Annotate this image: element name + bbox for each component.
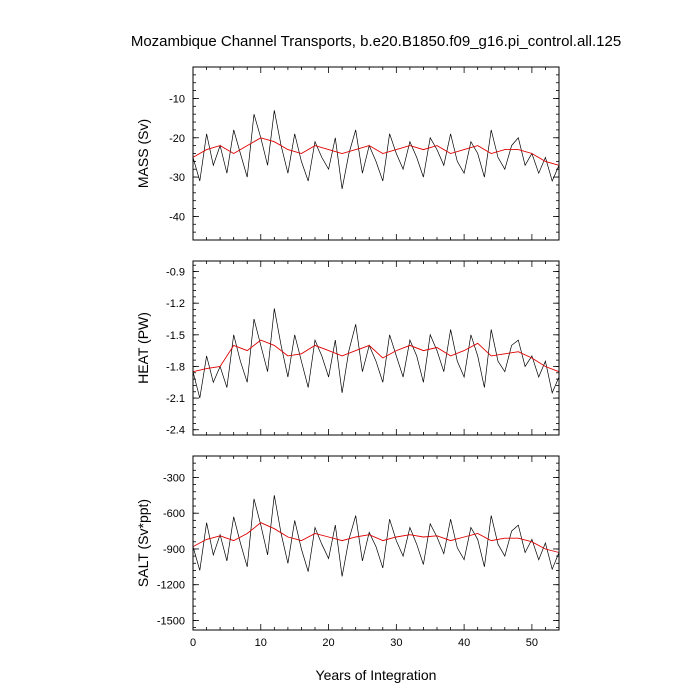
y-tick-label: -0.9 bbox=[166, 267, 185, 279]
x-tick-label: 50 bbox=[526, 637, 538, 649]
y-axis-title: SALT (Sv*ppt) bbox=[135, 499, 151, 587]
y-tick-label: -30 bbox=[169, 172, 185, 184]
y-tick-label: -40 bbox=[169, 211, 185, 223]
series-line-monthly bbox=[192, 110, 560, 189]
chart-title: Mozambique Channel Transports, b.e20.B18… bbox=[131, 33, 621, 50]
series-line-monthly bbox=[192, 495, 560, 577]
y-tick-label: -600 bbox=[163, 508, 185, 520]
plot-frame bbox=[192, 455, 560, 631]
y-tick-label: -900 bbox=[163, 544, 185, 556]
y-tick-label: -1500 bbox=[157, 615, 185, 627]
panels: -10 -20 -30 -40 MASS (Sv) -0.9 -1.2 -1.5 -1.8 -2.… bbox=[135, 66, 560, 649]
x-tick-label: 30 bbox=[390, 637, 402, 649]
series-line-monthly bbox=[192, 308, 560, 399]
y-tick-label: -20 bbox=[169, 133, 185, 145]
y-axis-title: MASS (Sv) bbox=[135, 119, 151, 188]
y-tick-label: -1.8 bbox=[166, 361, 185, 373]
y-tick-label: -1.5 bbox=[166, 330, 185, 342]
y-axis-title: HEAT (PW) bbox=[135, 312, 151, 384]
x-tick-label: 40 bbox=[458, 637, 470, 649]
y-tick-label: -2.1 bbox=[166, 393, 185, 405]
y-tick-label: -300 bbox=[163, 472, 185, 484]
panel-3: -300 -600 -900 -1200 -1500 SALT (Sv*ppt) 0 10 20… bbox=[135, 455, 560, 649]
y-tick-label: -1200 bbox=[157, 580, 185, 592]
series-line-annual-mean bbox=[192, 339, 560, 373]
panel-2: -0.9 -1.2 -1.5 -1.8 -2.1 -2.4 HEAT (PW) bbox=[135, 260, 560, 437]
plot-frame bbox=[192, 260, 560, 436]
panel-1: -10 -20 -30 -40 MASS (Sv) bbox=[135, 66, 560, 241]
series-line-annual-mean bbox=[192, 522, 560, 553]
x-axis-title: Years of Integration bbox=[316, 667, 437, 683]
y-tick-label: -10 bbox=[169, 93, 185, 105]
plot-frame bbox=[192, 66, 560, 241]
y-tick-label: -1.2 bbox=[166, 298, 185, 310]
x-tick-label: 20 bbox=[322, 637, 334, 649]
x-tick-label: 10 bbox=[255, 637, 267, 649]
y-tick-label: -2.4 bbox=[166, 425, 185, 437]
series-line-annual-mean bbox=[192, 137, 560, 166]
x-tick-label: 0 bbox=[190, 637, 196, 649]
